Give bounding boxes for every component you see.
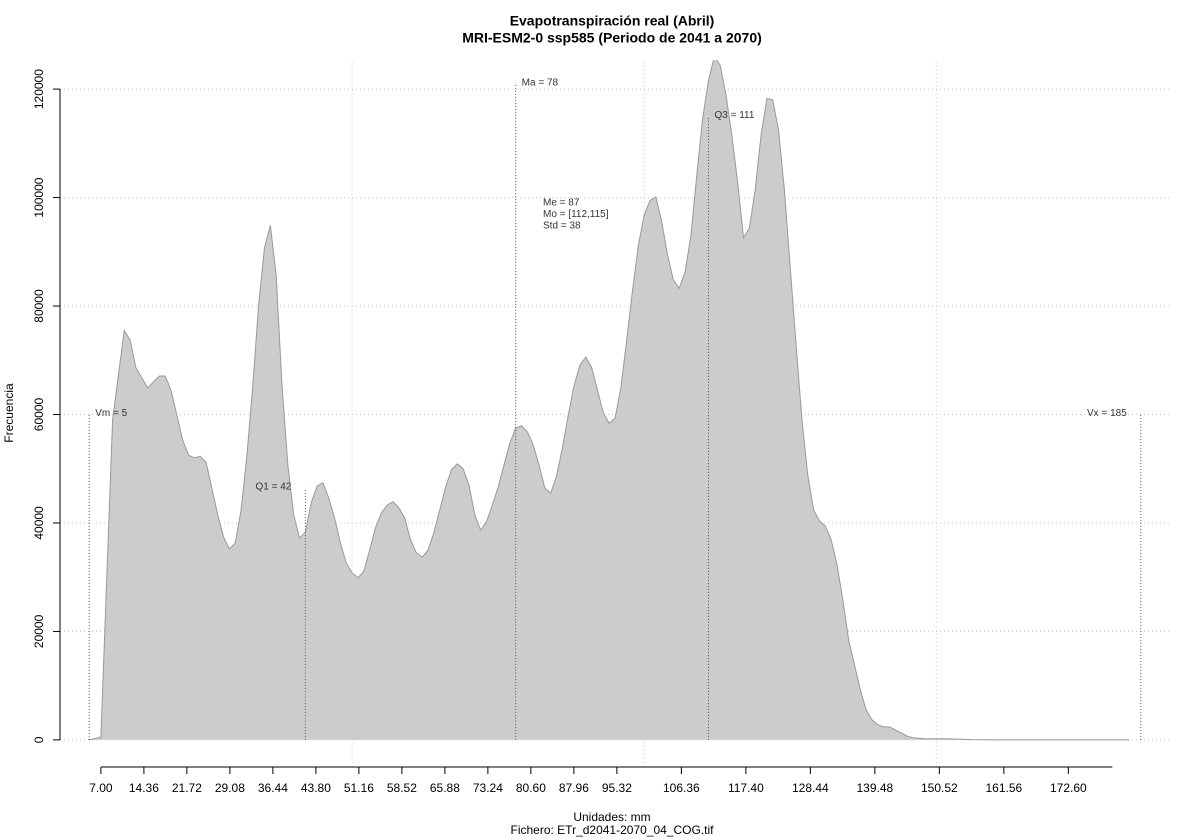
marker-label: Q1 = 42	[256, 481, 292, 492]
y-tick-label: 60000	[32, 397, 46, 431]
x-tick-label: 161.56	[985, 781, 1022, 795]
x-tick-label: 7.00	[89, 781, 113, 795]
x-tick-label: 51.16	[344, 781, 374, 795]
plot-area	[89, 60, 1130, 741]
y-tick-label: 120000	[32, 69, 46, 109]
x-tick-label: 106.36	[663, 781, 700, 795]
y-tick-label: 100000	[32, 177, 46, 217]
x-tick-label: 139.48	[857, 781, 894, 795]
x-tick-label: 73.24	[473, 781, 503, 795]
x-axis-label: Unidades: mm	[573, 810, 650, 824]
x-tick-label: 87.96	[559, 781, 589, 795]
area	[89, 60, 1130, 740]
stat-annotation: Me = 87	[543, 198, 580, 209]
x-tick-label: 14.36	[129, 781, 159, 795]
x-tick-label: 150.52	[921, 781, 958, 795]
chart-title: Evapotranspiración real (Abril)	[510, 13, 715, 29]
x-tick-label: 95.32	[602, 781, 632, 795]
x-tick-label: 43.80	[301, 781, 331, 795]
marker-label: Vx = 185	[1087, 408, 1127, 419]
x-tick-label: 172.60	[1050, 781, 1087, 795]
x-tick-label: 117.40	[728, 781, 764, 795]
x-tick-label: 80.60	[516, 781, 546, 795]
marker-label: Vm = 5	[95, 408, 127, 419]
x-tick-label: 65.88	[430, 781, 460, 795]
caption: Fichero: ETr_d2041-2070_04_COG.tif	[511, 823, 715, 837]
area-outline	[89, 60, 1130, 741]
x-tick-label: 36.44	[258, 781, 288, 795]
stat-annotation: Std = 38	[543, 221, 581, 232]
x-tick-label: 58.52	[387, 781, 417, 795]
marker-label: Q3 = 111	[714, 110, 754, 121]
y-tick-label: 0	[32, 736, 46, 743]
marker-label: Ma = 78	[522, 77, 559, 88]
y-tick-label: 20000	[32, 614, 46, 648]
x-tick-label: 29.08	[215, 781, 245, 795]
x-tick-label: 128.44	[792, 781, 829, 795]
x-tick-label: 21.72	[172, 781, 202, 795]
chart-subtitle: MRI-ESM2-0 ssp585 (Periodo de 2041 a 207…	[462, 30, 762, 46]
y-tick-label: 40000	[32, 506, 46, 540]
y-tick-label: 80000	[32, 289, 46, 323]
y-axis-label: Frecuencia	[2, 383, 16, 443]
stat-annotation: Mo = [112,115]	[543, 209, 609, 220]
